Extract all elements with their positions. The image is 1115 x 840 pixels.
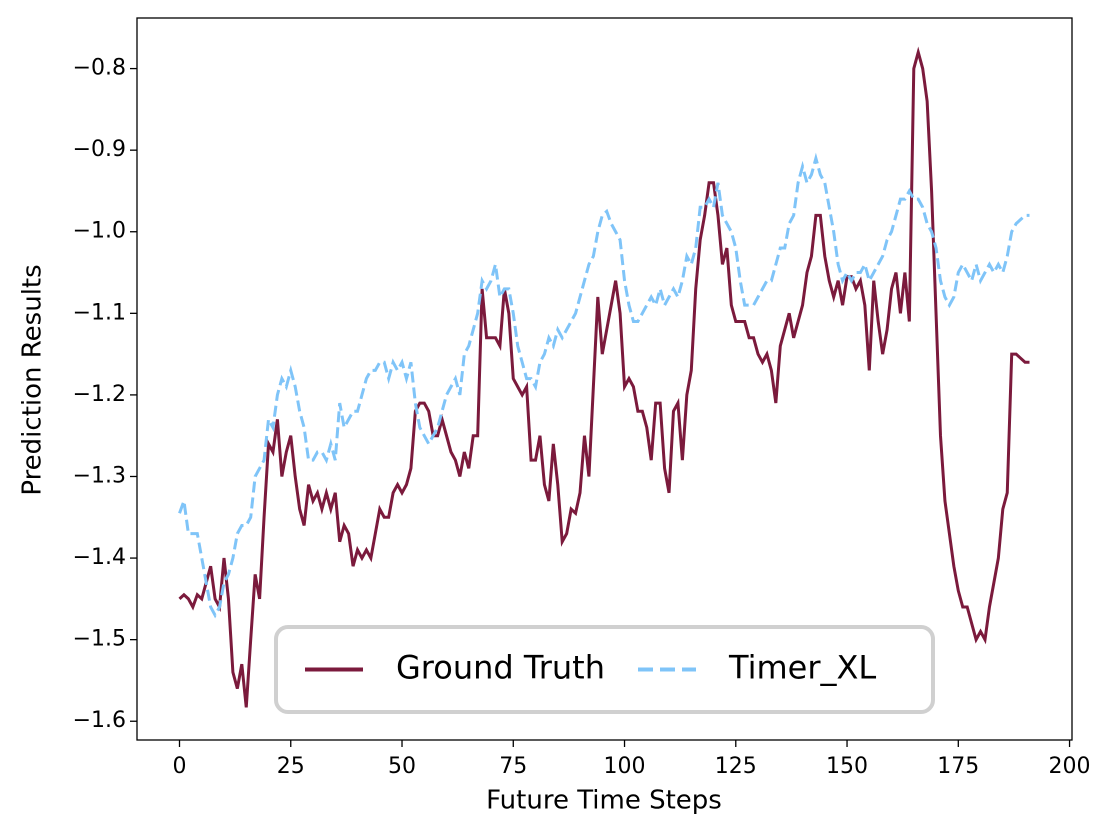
x-tick-label: 125 <box>715 754 757 779</box>
legend-label: Ground Truth <box>396 649 605 687</box>
y-tick-label: −1.4 <box>73 545 126 570</box>
y-axis-label: Prediction Results <box>18 264 48 495</box>
legend-label: Timer_XL <box>728 649 876 687</box>
x-tick-label: 0 <box>173 754 187 779</box>
y-tick-label: −0.8 <box>73 56 126 81</box>
x-tick-label: 75 <box>499 754 527 779</box>
y-tick-label: −1.6 <box>73 708 126 733</box>
y-tick-label: −1.3 <box>73 463 126 488</box>
series-line <box>178 46 1030 708</box>
series-line <box>178 152 1030 619</box>
x-tick-label: 200 <box>1049 754 1091 779</box>
y-tick-label: −0.9 <box>73 137 126 162</box>
y-tick-label: −1.0 <box>73 219 126 244</box>
legend-box <box>274 625 935 714</box>
x-tick-label: 100 <box>604 754 646 779</box>
y-tick-label: −1.1 <box>73 300 126 325</box>
x-tick-label: 25 <box>277 754 305 779</box>
x-tick-label: 175 <box>937 754 979 779</box>
y-tick-label: −1.2 <box>73 382 126 407</box>
x-tick-label: 50 <box>388 754 416 779</box>
y-tick-label: −1.5 <box>73 627 126 652</box>
x-axis-label: Future Time Steps <box>486 786 722 816</box>
x-tick-label: 150 <box>826 754 868 779</box>
plot-frame <box>136 17 1073 741</box>
